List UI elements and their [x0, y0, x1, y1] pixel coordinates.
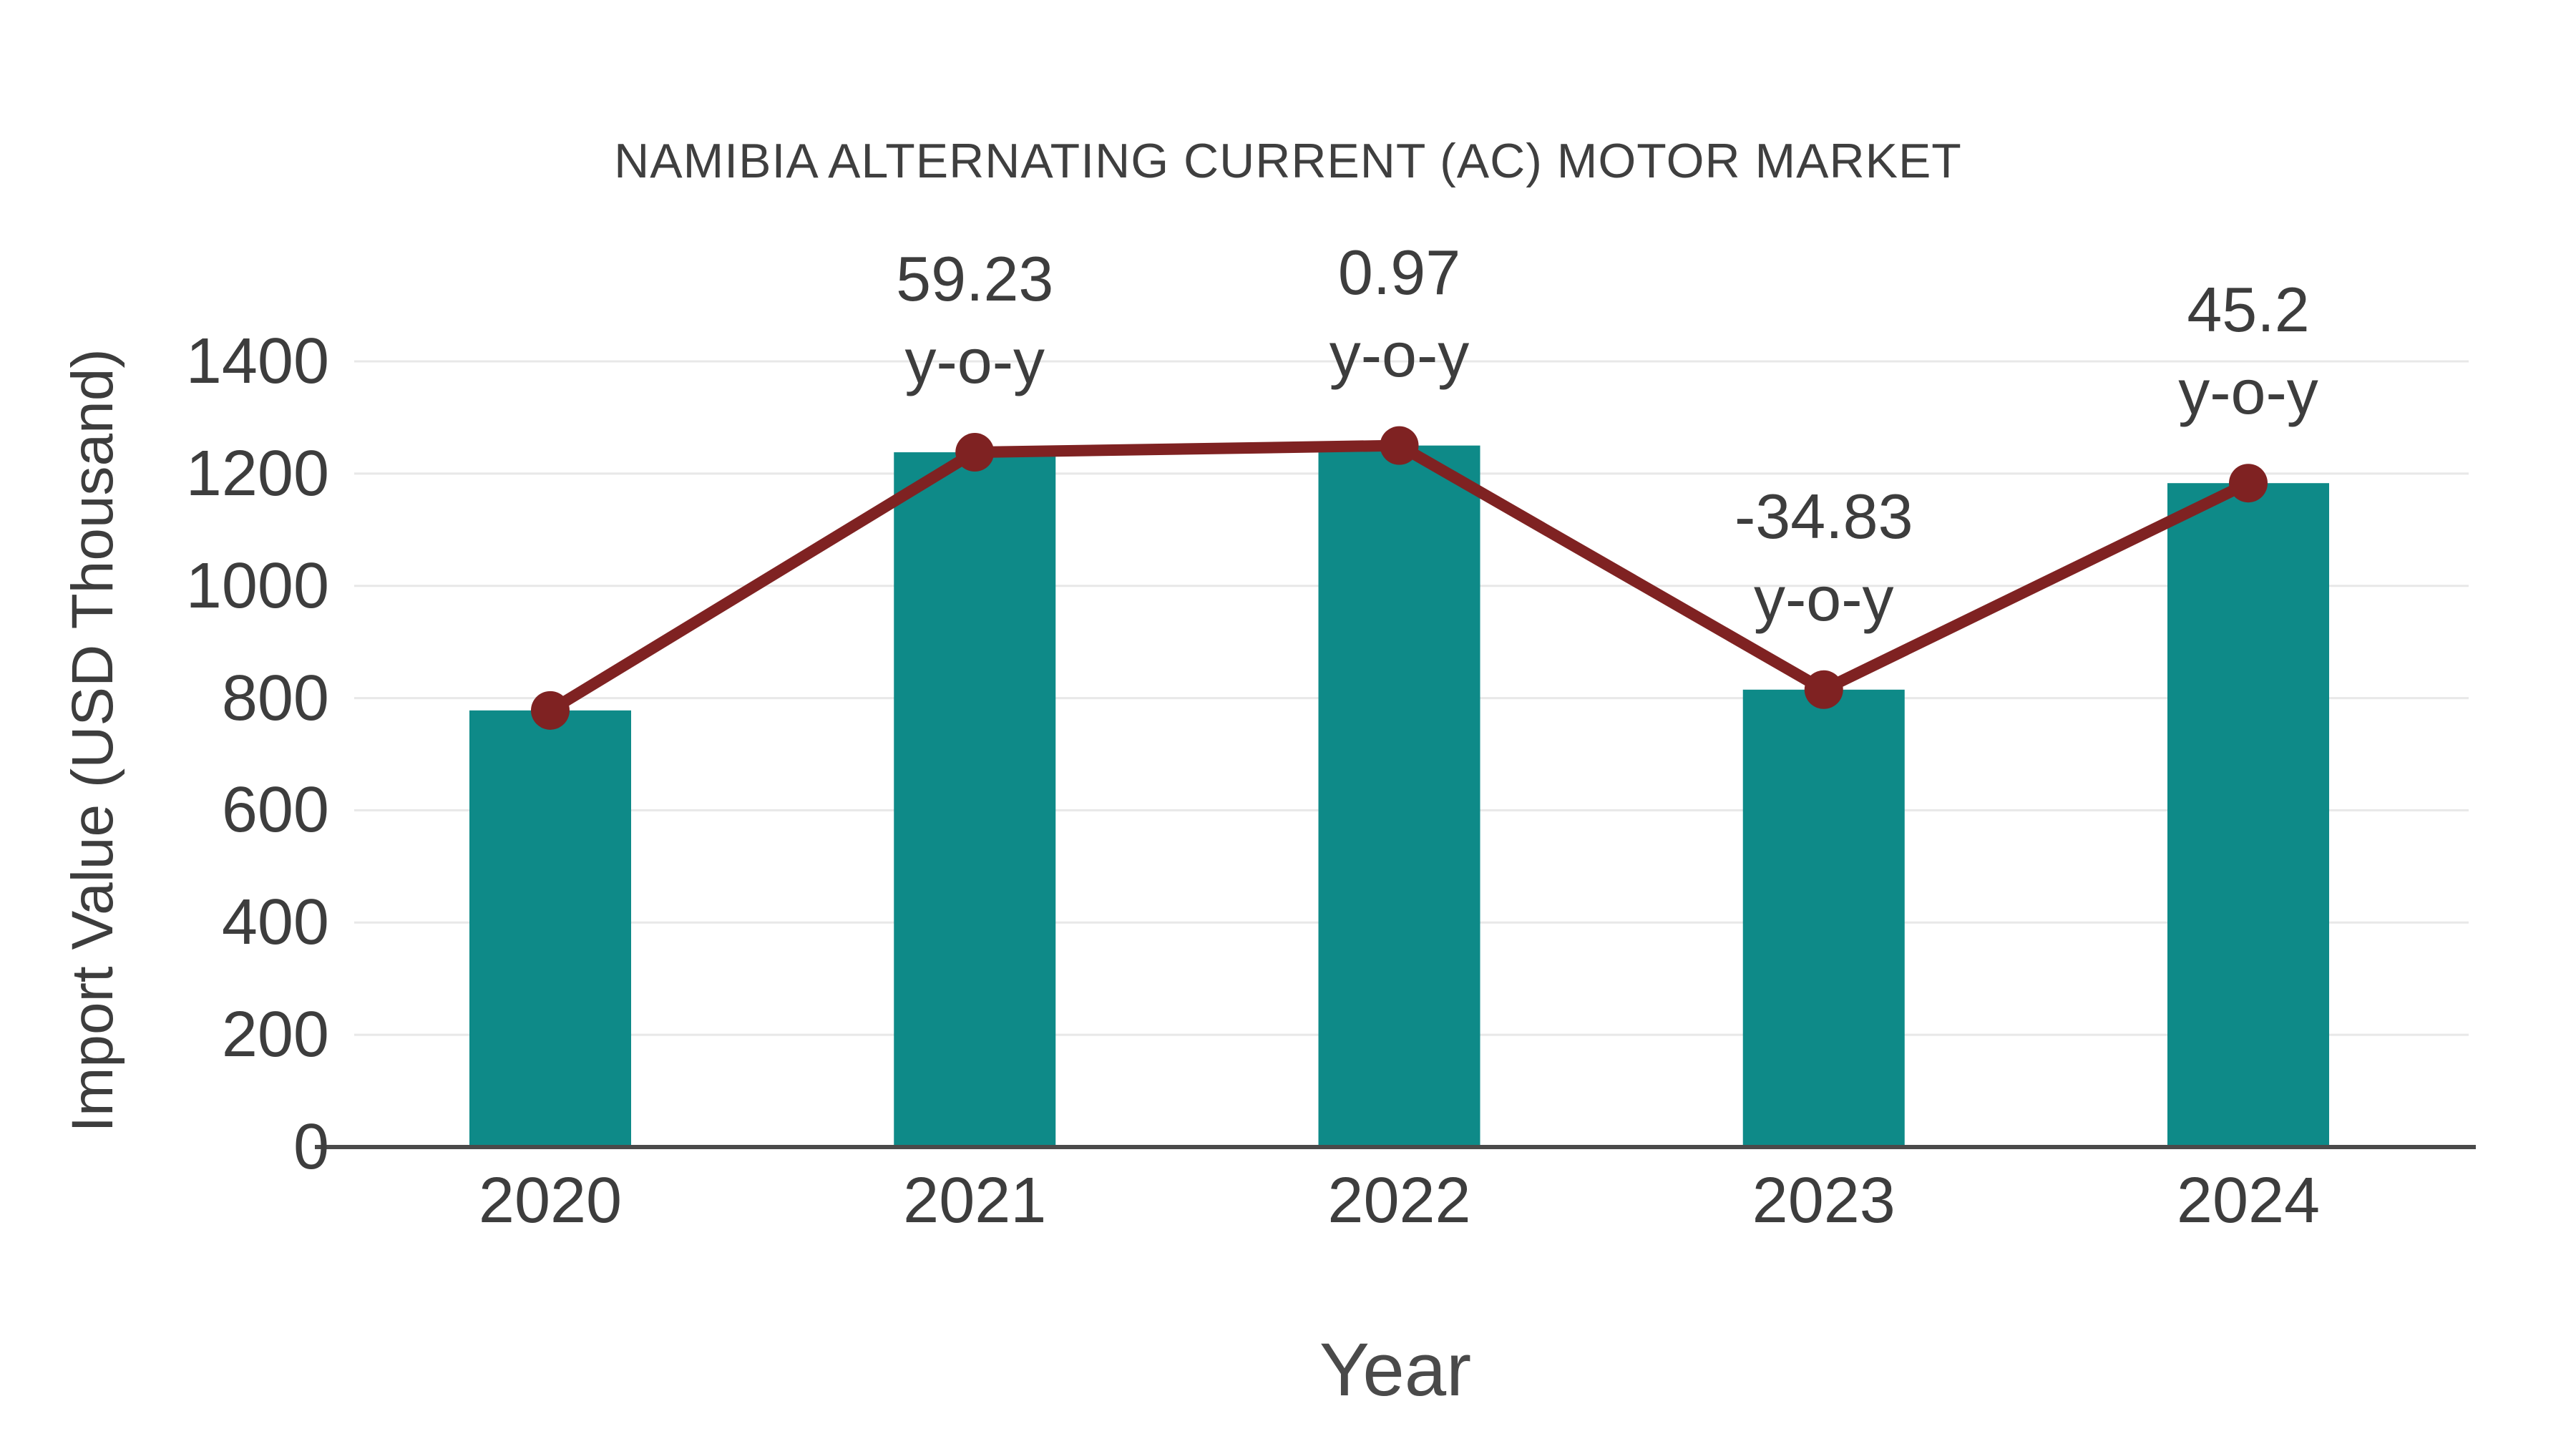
annotation-suffix: y-o-y — [904, 326, 1045, 397]
marker-2020 — [531, 691, 570, 730]
y-tick-label-1400: 1400 — [185, 326, 329, 397]
y-tick-label-600: 600 — [221, 774, 329, 847]
x-axis-title: Year — [1319, 1328, 1472, 1412]
y-tick-label-1200: 1200 — [185, 437, 329, 509]
x-tick-label-2024: 2024 — [2176, 1165, 2321, 1236]
chart-title: NAMIBIA ALTERNATING CURRENT (AC) MOTOR M… — [614, 134, 1962, 188]
annotation-suffix: y-o-y — [1329, 318, 1470, 390]
y-tick-label-200: 200 — [221, 999, 329, 1071]
annotation-value: 0.97 — [1337, 236, 1461, 308]
bar-2023 — [1742, 689, 1905, 1147]
y-tick-label-800: 800 — [221, 662, 329, 734]
x-tick-label-2022: 2022 — [1327, 1165, 1471, 1236]
annotation-value: 59.23 — [896, 243, 1054, 315]
annotation-suffix: y-o-y — [2178, 356, 2318, 428]
annotation-2024: 45.2 y-o-y — [2019, 268, 2477, 433]
annotation-2022: 0.97 y-o-y — [1171, 231, 1629, 396]
marker-2022 — [1380, 426, 1419, 465]
annotation-value: 45.2 — [2187, 274, 2310, 346]
y-tick-label-0: 0 — [293, 1111, 329, 1183]
marker-2021 — [955, 433, 995, 472]
annotation-2021: 59.23 y-o-y — [746, 238, 1204, 402]
y-tick-label-400: 400 — [221, 887, 329, 959]
annotation-2023: -34.83 y-o-y — [1595, 475, 2053, 640]
bar-2024 — [2167, 483, 2329, 1147]
x-tick-label-2023: 2023 — [1752, 1165, 1896, 1236]
bar-2020 — [469, 710, 631, 1147]
y-tick-label-1000: 1000 — [185, 550, 329, 622]
x-tick-label-2020: 2020 — [478, 1165, 623, 1236]
bar-2022 — [1318, 445, 1480, 1147]
annotation-suffix: y-o-y — [1753, 562, 1894, 634]
annotation-value: -34.83 — [1734, 480, 1913, 552]
bar-2021 — [894, 452, 1056, 1147]
x-tick-label-2021: 2021 — [903, 1165, 1047, 1236]
marker-2023 — [1804, 670, 1843, 709]
marker-2024 — [2229, 464, 2268, 503]
